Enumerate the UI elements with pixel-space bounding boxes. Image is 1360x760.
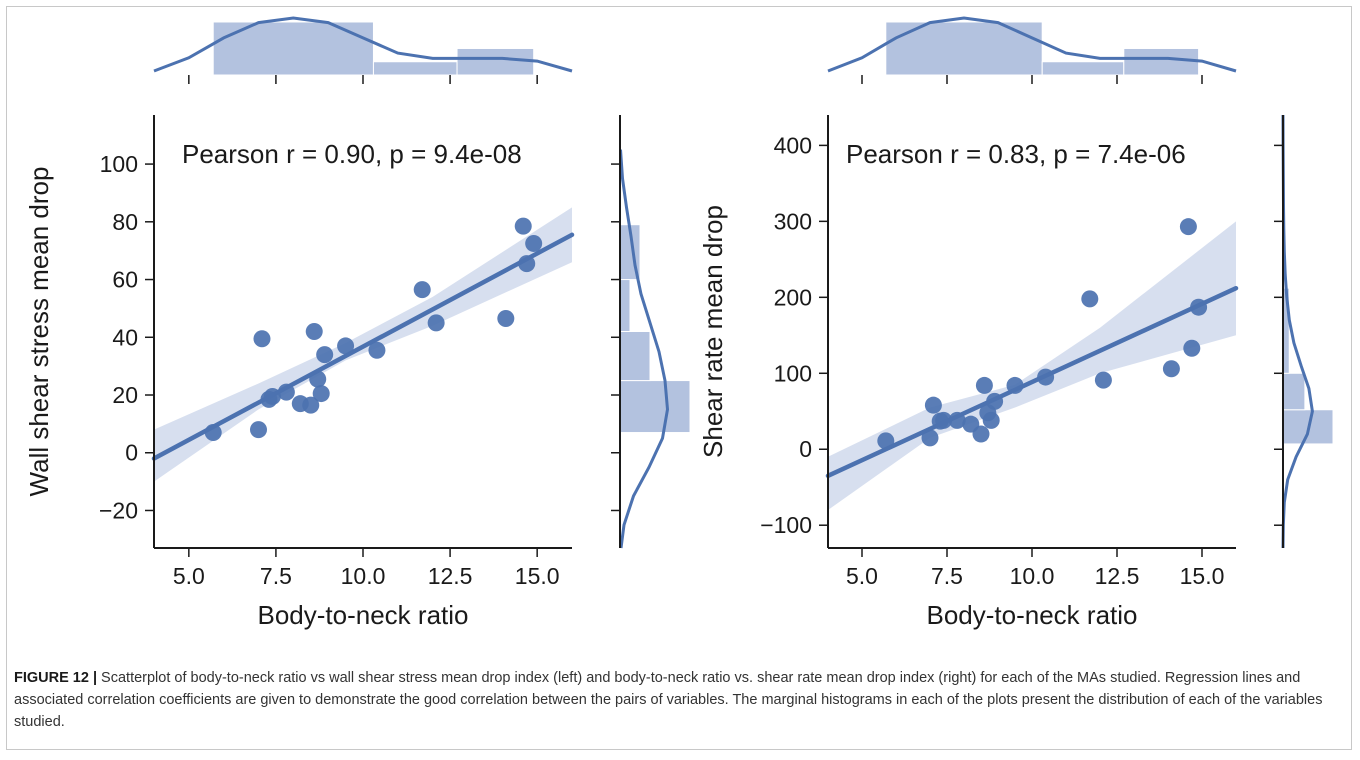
data-point-9: [309, 370, 327, 388]
pearson-annotation: Pearson r = 0.90, p = 9.4e-08: [182, 139, 522, 169]
marginal-x-kde: [827, 16, 1237, 73]
x-axis-label: Body-to-neck ratio: [927, 600, 1138, 630]
regression-line: [825, 285, 1239, 479]
y-tick-label-6: 100: [100, 151, 138, 177]
marginal-x-bar-2: [1123, 47, 1200, 76]
figure-canvas: 5.0 7.5 10.0 12.5 15.0 −20 0 20 40 60 80 100 Body-to…: [24, 16, 1334, 630]
data-point-1: [921, 429, 939, 447]
marginal-x-bar-0: [885, 21, 1043, 76]
data-point-16: [1162, 360, 1180, 378]
data-point-18: [1183, 339, 1201, 357]
data-point-8: [305, 323, 323, 340]
y-tick-label-4: 300: [774, 208, 812, 234]
y-tick-label-0: −100: [760, 512, 812, 538]
x-tick-label-0: 5.0: [173, 563, 205, 589]
x-axis-label: Body-to-neck ratio: [258, 600, 469, 630]
data-point-17: [514, 217, 532, 235]
figure-frame: [6, 6, 1352, 750]
data-point-15: [1094, 371, 1112, 389]
y-tick-label-3: 200: [774, 284, 812, 310]
data-point-7: [972, 425, 990, 443]
y-axis-label: Shear rate mean drop: [698, 205, 728, 458]
data-point-5: [277, 383, 295, 401]
y-tick-label-0: −20: [99, 497, 138, 523]
y-tick-label-4: 60: [112, 267, 138, 293]
y-tick-label-3: 40: [112, 324, 138, 350]
data-point-2: [253, 330, 271, 348]
data-point-16: [497, 310, 515, 328]
y-tick-label-5: 80: [112, 209, 138, 235]
data-point-17: [1179, 218, 1197, 236]
marginal-y-bar-1: [619, 331, 651, 382]
figure-caption: FIGURE 12 | Scatterplot of body-to-neck …: [14, 667, 1340, 733]
x-tick-label-1: 7.5: [260, 563, 292, 589]
marginal-y-kde: [619, 149, 670, 549]
data-point-2: [924, 396, 942, 414]
x-tick-label-3: 12.5: [1095, 563, 1140, 589]
data-point-19: [525, 234, 543, 252]
marginal-y-bar-2: [619, 279, 631, 333]
data-point-12: [1006, 376, 1024, 394]
x-tick-label-4: 15.0: [515, 563, 560, 589]
data-point-0: [204, 424, 222, 442]
data-point-5: [948, 411, 966, 429]
data-point-10: [312, 385, 330, 403]
data-point-11: [316, 346, 334, 364]
y-tick-label-5: 400: [774, 132, 812, 158]
data-point-18: [518, 255, 536, 273]
data-point-14: [413, 281, 431, 299]
data-point-13: [368, 341, 386, 359]
caption-label: FIGURE 12 |: [14, 670, 98, 686]
data-point-19: [1190, 298, 1208, 316]
x-tick-label-3: 12.5: [428, 563, 473, 589]
marginal-x-bar-2: [456, 47, 535, 76]
marginal-y-bar-1: [1282, 372, 1306, 411]
data-point-15: [427, 314, 445, 332]
x-tick-label-2: 10.0: [341, 563, 386, 589]
chart-left: 5.0 7.5 10.0 12.5 15.0 −20 0 20 40 60 80 100 Body-to…: [24, 16, 691, 630]
data-point-4: [935, 411, 953, 429]
data-point-7: [302, 396, 320, 414]
data-point-1: [250, 421, 267, 439]
data-point-0: [877, 432, 895, 450]
x-tick-label-0: 5.0: [846, 563, 878, 589]
marginal-x-bar-1: [1041, 61, 1125, 76]
y-tick-label-2: 100: [774, 360, 812, 386]
data-point-14: [1081, 290, 1099, 308]
data-point-11: [986, 392, 1004, 410]
data-point-4: [263, 387, 281, 405]
x-tick-label-2: 10.0: [1010, 563, 1055, 589]
x-tick-label-4: 15.0: [1180, 563, 1225, 589]
x-tick-label-1: 7.5: [931, 563, 963, 589]
regression-line: [151, 232, 575, 461]
pearson-annotation: Pearson r = 0.83, p = 7.4e-06: [846, 139, 1186, 169]
data-point-10: [982, 411, 1000, 429]
y-tick-label-1: 0: [125, 440, 138, 466]
marginal-y-bar-0: [619, 380, 691, 434]
data-point-12: [337, 337, 355, 355]
y-axis-label: Wall shear stress mean drop: [24, 167, 54, 497]
y-tick-label-2: 20: [112, 382, 138, 408]
chart-right: 5.0 7.5 10.0 12.5 15.0 −100 0 100 200 300 400 Body-…: [698, 16, 1334, 630]
y-tick-label-1: 0: [799, 436, 812, 462]
data-point-8: [975, 376, 993, 394]
marginal-x-bar-1: [372, 61, 458, 76]
marginal-x-bar-0: [212, 21, 374, 76]
marginal-x-kde: [153, 16, 573, 73]
data-point-13: [1037, 368, 1055, 386]
caption-text: Scatterplot of body-to-neck ratio vs wal…: [14, 670, 1323, 730]
